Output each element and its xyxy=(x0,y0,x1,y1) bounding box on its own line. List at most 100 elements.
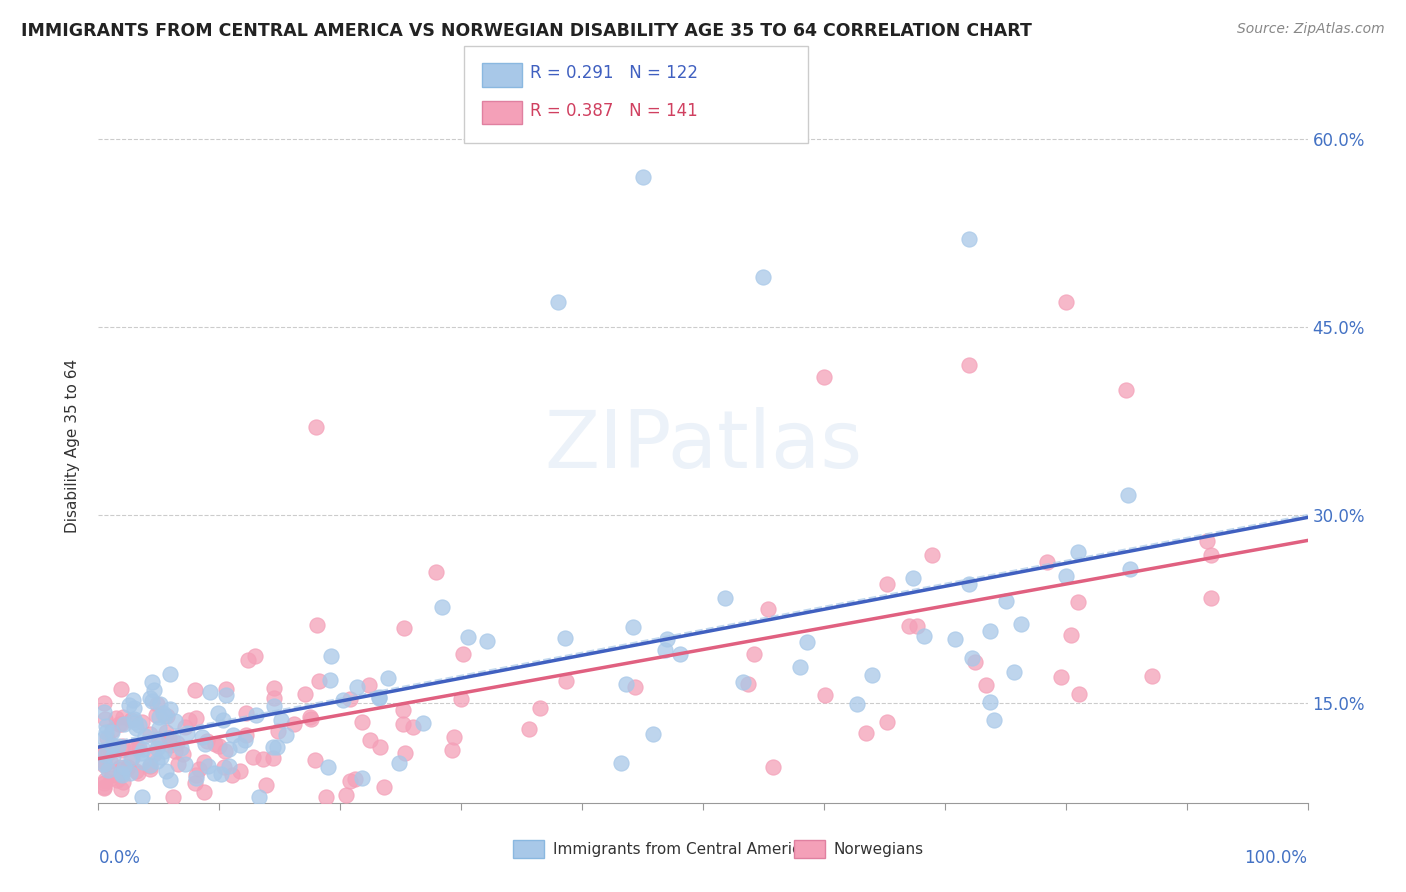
Point xyxy=(118,698,141,713)
Point xyxy=(93,776,115,790)
Point xyxy=(93,780,115,794)
Point xyxy=(252,752,274,766)
Point xyxy=(138,762,160,776)
Point xyxy=(110,781,132,796)
Point xyxy=(441,743,464,757)
Point xyxy=(233,733,256,747)
Point xyxy=(94,773,117,788)
Point xyxy=(983,714,1005,728)
Point xyxy=(283,716,305,731)
Point xyxy=(276,727,298,741)
Point xyxy=(139,757,162,772)
Point xyxy=(1067,594,1090,608)
Point xyxy=(214,744,236,758)
Point xyxy=(131,789,153,804)
Point xyxy=(108,717,131,731)
Point xyxy=(174,757,197,772)
Point xyxy=(209,766,232,780)
Point xyxy=(143,683,166,698)
Point xyxy=(184,682,207,697)
Point xyxy=(112,775,135,789)
Point xyxy=(197,759,219,773)
Point xyxy=(994,594,1017,608)
Point xyxy=(960,651,983,665)
Point xyxy=(905,618,928,632)
Point xyxy=(146,736,169,750)
Text: Source: ZipAtlas.com: Source: ZipAtlas.com xyxy=(1237,22,1385,37)
Point xyxy=(876,577,898,591)
Point xyxy=(235,728,257,742)
Point xyxy=(215,681,238,696)
Point xyxy=(943,632,966,646)
Point xyxy=(343,772,366,787)
Point xyxy=(412,715,434,730)
Point xyxy=(425,565,447,579)
Point xyxy=(120,751,142,765)
Point xyxy=(152,706,174,720)
Point xyxy=(100,743,122,757)
Point xyxy=(1201,591,1223,605)
Point xyxy=(308,674,330,689)
Point xyxy=(208,739,231,754)
Point xyxy=(235,706,257,720)
Point xyxy=(266,740,288,755)
Point xyxy=(912,629,935,643)
Point xyxy=(100,772,122,786)
Point xyxy=(159,702,181,716)
Point xyxy=(94,748,117,763)
Point xyxy=(93,756,115,771)
Point xyxy=(294,687,316,701)
Point xyxy=(156,709,179,723)
Point xyxy=(221,768,243,782)
Point xyxy=(124,740,146,755)
Point xyxy=(142,747,165,761)
Point xyxy=(229,764,252,778)
Point xyxy=(100,768,122,782)
Point xyxy=(145,741,167,756)
Point xyxy=(475,634,498,648)
Point xyxy=(94,712,117,726)
Point xyxy=(98,754,121,768)
Point xyxy=(339,774,361,789)
Point xyxy=(112,759,135,773)
Point xyxy=(614,677,637,691)
Point xyxy=(111,768,134,782)
Point xyxy=(402,720,425,734)
Point xyxy=(443,730,465,744)
Point xyxy=(93,697,115,711)
Point xyxy=(247,789,270,804)
Point xyxy=(457,631,479,645)
Point xyxy=(377,671,399,685)
Point xyxy=(957,358,980,372)
Point xyxy=(218,741,240,756)
Point xyxy=(394,746,416,760)
Point xyxy=(157,731,180,745)
Point xyxy=(166,736,188,750)
Point xyxy=(901,571,924,585)
Point xyxy=(101,748,124,763)
Point xyxy=(1199,548,1222,562)
Point xyxy=(155,764,177,778)
Point xyxy=(623,681,645,695)
Point xyxy=(1002,665,1025,679)
Point xyxy=(368,690,391,705)
Point xyxy=(270,713,292,727)
Point xyxy=(184,771,207,785)
Point xyxy=(631,169,654,184)
Point xyxy=(121,751,143,765)
Point xyxy=(163,744,186,758)
Point xyxy=(359,733,381,747)
Point xyxy=(876,714,898,729)
Point xyxy=(298,709,321,723)
Point xyxy=(299,712,322,726)
Point xyxy=(174,720,197,734)
Point xyxy=(657,632,679,647)
Point xyxy=(319,648,342,663)
Point xyxy=(350,771,373,785)
Point xyxy=(654,643,676,657)
Point xyxy=(128,718,150,732)
Point xyxy=(145,754,167,768)
Point xyxy=(796,634,818,648)
Point xyxy=(517,722,540,736)
Point xyxy=(93,744,115,758)
